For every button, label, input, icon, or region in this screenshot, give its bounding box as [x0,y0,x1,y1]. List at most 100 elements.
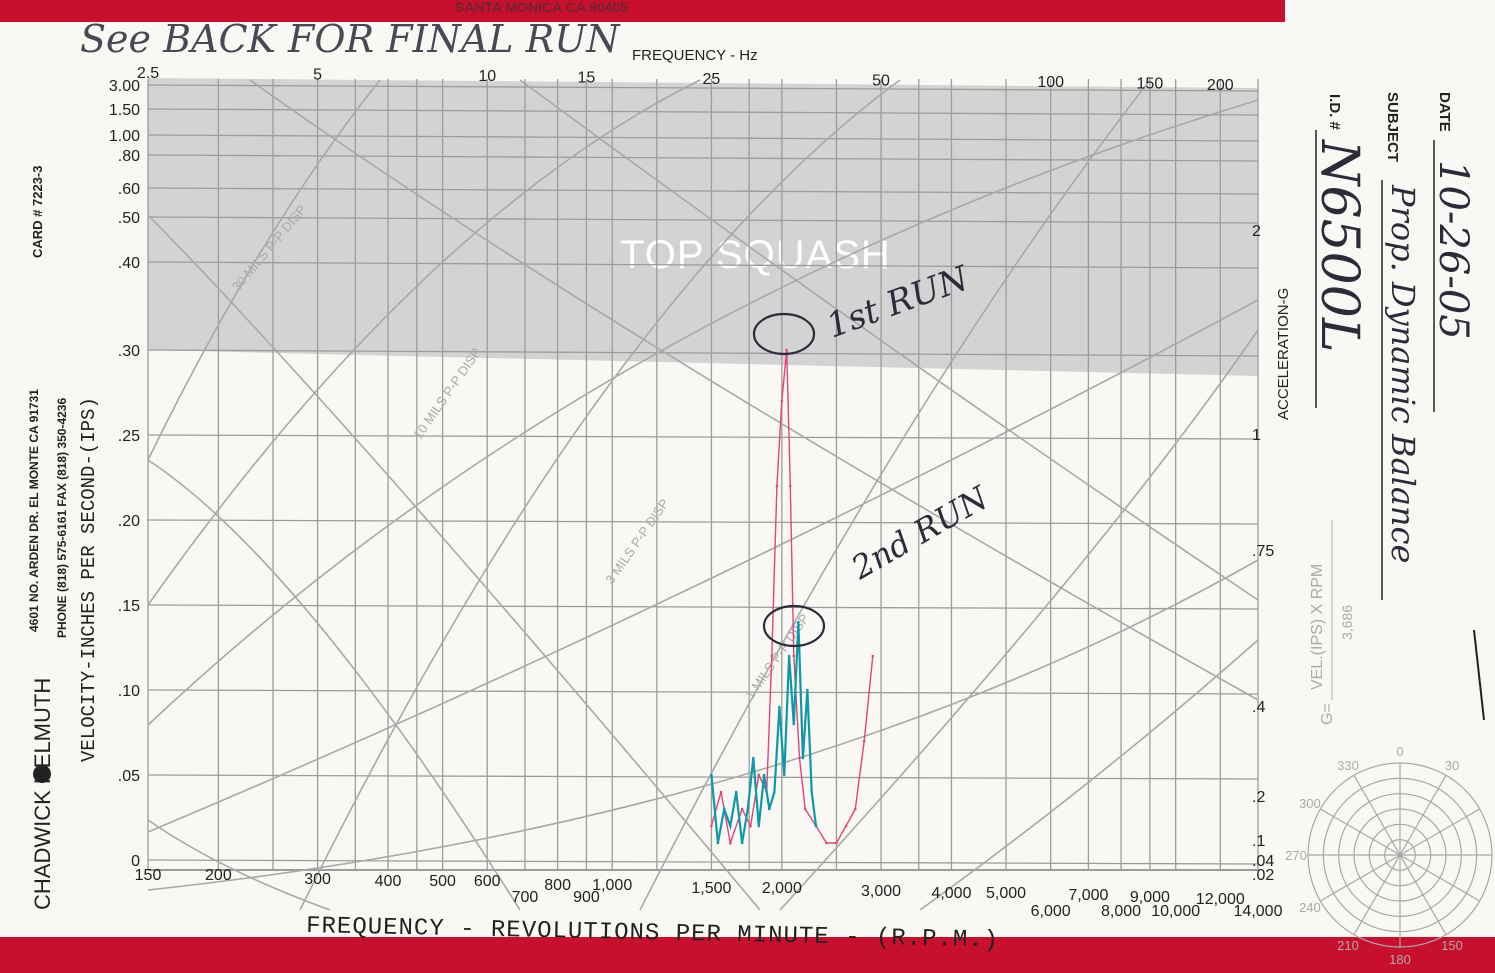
top-tick-label: 25 [703,71,721,88]
top-tick-label: 5 [313,67,322,84]
series-point [853,807,857,811]
polar-label: 30 [1445,758,1459,773]
polar-spoke [1399,854,1480,902]
polar-label: 0 [1396,744,1403,759]
x-tick-label: 200 [205,867,232,884]
company-name: CHADWICK HELMUTH [30,678,55,910]
disp-curve-3 [147,819,331,911]
series-point [710,824,713,828]
disp-curve-1 [147,214,761,911]
disp-curve-7 [147,299,1259,833]
grid-h-line [147,261,1259,269]
second-run-circle [762,604,826,648]
series-point [803,807,807,811]
x-tick-label: 150 [135,867,162,884]
grid-h-line [147,434,1259,440]
y-tick-label: 1.00 [109,128,140,145]
y-axis-ticks: 3.00 1.50 1.00 .80 .60 .50 .40 .30 .25 .20 .15 .10.… [109,78,140,870]
series-point [722,807,726,811]
x-tick-label: 3,000 [861,883,901,900]
series-point [752,756,755,760]
right-tick-label: .75 [1252,543,1274,560]
x-tick-label-lower: 900 [573,889,600,906]
chart-grid [147,79,1259,871]
right-tick-label: 1 [1252,427,1261,444]
formula-divisor: 3,686 [1339,605,1355,640]
polar-label: 180 [1389,952,1411,967]
card-number: CARD # 7223-3 [30,166,45,259]
y-tick-label: .10 [118,683,140,700]
x-tick-label: 7,000 [1068,887,1108,904]
grid-h-line [147,108,1259,116]
grid-h-line [147,154,1259,162]
polar-spoke [1353,775,1401,856]
top-axis-ticks: 2.5 5 10 15 25 50 100 150 200 [137,65,1234,94]
y-axis-label: VELOCITY-INCHES PER SECOND-(IPS) [78,397,100,762]
polar-spoke [1399,854,1447,935]
polar-label: 300 [1299,796,1321,811]
polar-label: 270 [1285,848,1307,863]
series-point [788,484,792,488]
right-tick-label: .1 [1252,833,1265,850]
right-tick-label: .04 [1252,853,1274,870]
first-run-circle [752,312,816,356]
x-tick-label: 1,000 [592,877,632,894]
series-point [835,841,838,845]
x-tick-label: 1,500 [691,880,731,897]
series-point [862,739,866,743]
note-see-back: See BACK FOR FINAL RUN [80,17,621,61]
x-tick-label-lower: 10,000 [1151,903,1200,920]
top-tick-label: 10 [478,68,496,85]
disp-curve-9 [147,79,701,606]
series-point [710,773,713,777]
top-tick-label: 150 [1137,76,1164,93]
polar-spoke [1320,854,1401,902]
right-axis-label: ACCELERATION-G [1275,288,1292,420]
y-tick-label: .60 [118,181,140,198]
top-tick-label: 200 [1207,77,1234,94]
date-label: DATE [1436,92,1453,132]
y-tick-label: .25 [118,428,140,445]
subject-label: SUBJECT [1384,92,1401,162]
y-tick-label: .40 [118,255,140,272]
x-tick-label: 800 [544,877,571,894]
x-axis-ticks: 150 200 300 400 500 600 800 1,000 1,500 2,000 3,00… [135,867,1283,920]
x-tick-label-lower: 14,000 [1234,903,1283,920]
series-point [792,654,796,658]
x-tick-label: 300 [304,871,331,888]
grid-h-line [147,134,1259,142]
y-tick-label: .30 [118,343,140,360]
series-point [782,773,786,777]
disp-curve-6 [147,99,1259,726]
disp-curve-14 [919,639,1259,911]
polar-label: 330 [1337,758,1359,773]
x-tick-label: 600 [474,873,501,890]
grid-h-line [147,774,1259,780]
company-logo [33,765,51,783]
polar-labels: 0 30 150 180 210 240 270 300 330 [1285,744,1463,967]
x-tick-label: 500 [429,873,456,890]
formula-label: G= [1319,703,1336,725]
series-point [775,484,779,488]
y-tick-label: .15 [118,598,140,615]
series-point [740,807,744,811]
polar-label: 240 [1299,900,1321,915]
grid-h-line [147,604,1259,610]
disp-curve-11 [299,79,901,911]
y-tick-label: 3.00 [109,78,140,95]
disp-curve-10 [147,79,381,461]
y-tick-label: .80 [118,148,140,165]
series-point [780,399,784,403]
series-point [844,824,848,828]
grid-h-line [147,519,1259,525]
series-point [773,790,776,794]
margin-dash [1473,629,1485,721]
x-tick-label-lower: 6,000 [1031,903,1071,920]
polar-label: 150 [1441,938,1463,953]
top-squash-zone [148,78,1258,376]
y-tick-label: .20 [118,513,140,530]
grid-h-line [147,349,1259,357]
series-point [762,773,766,777]
polar-plot [1307,762,1493,948]
grid-h-line [147,689,1259,695]
